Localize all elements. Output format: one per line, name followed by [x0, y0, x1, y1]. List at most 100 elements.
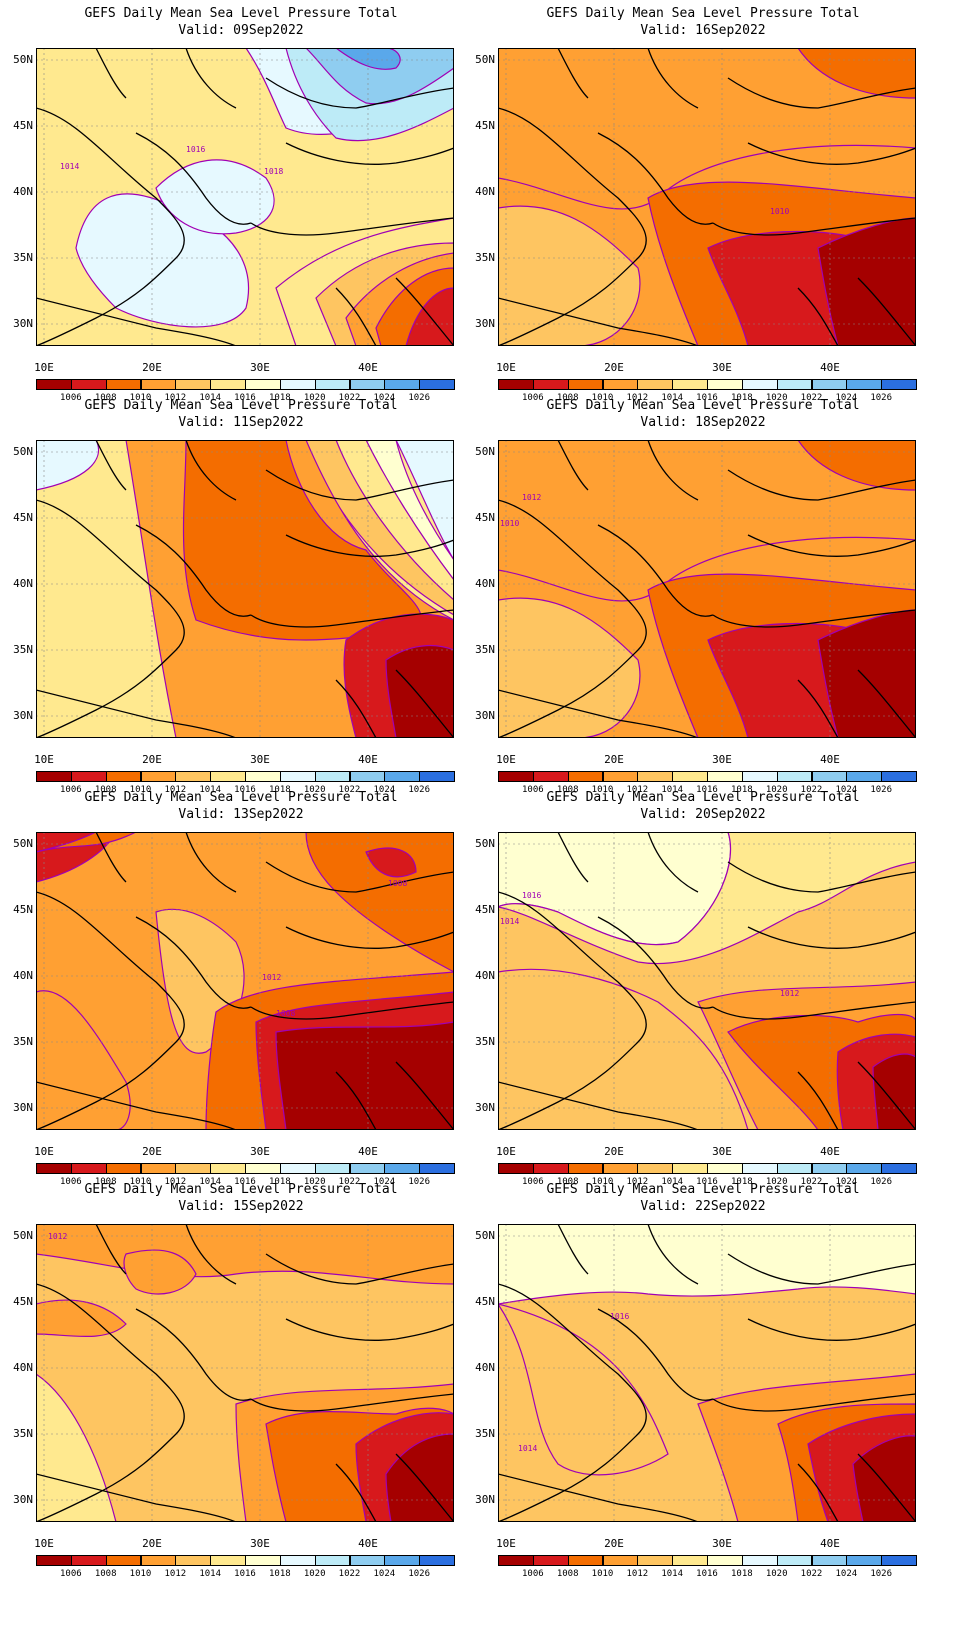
map-area: 1010: [498, 48, 936, 360]
colorbar-label: 1026: [408, 1569, 430, 1579]
longitude-label: 20E: [142, 361, 162, 374]
panel-valid-date: Valid: 22Sep2022: [640, 1199, 766, 1214]
colorbar-label: 1020: [303, 1177, 326, 1187]
coastline: [36, 1081, 237, 1130]
colorbar-swatch: [245, 1555, 281, 1566]
longitude-label: 10E: [34, 1145, 54, 1158]
coastline: [250, 1001, 454, 1020]
isobar-label: 1014: [60, 162, 79, 171]
colorbar-label: 1016: [696, 785, 718, 795]
latitude-label: 35N: [475, 1427, 495, 1440]
latitude-label: 35N: [13, 643, 33, 656]
colorbar-swatch: [245, 1163, 281, 1174]
longitude-label: 30E: [712, 361, 732, 374]
colorbar-swatch: [349, 1555, 386, 1566]
colorbar-swatch: [498, 1555, 534, 1566]
coastline: [498, 1081, 699, 1130]
isobar-label: 1010: [770, 207, 789, 216]
longitude-label: 40E: [820, 1537, 840, 1550]
coastline: [36, 1473, 237, 1522]
colorbar-label: 1010: [129, 1569, 152, 1579]
coastline: [597, 524, 714, 617]
colorbar-swatch: [532, 379, 569, 390]
colorbar: 1006 1008 1010 1012 1014 1016 1018 1020 1022 1024…: [498, 1555, 936, 1579]
colorbar-swatch: [314, 771, 351, 782]
colorbar-swatch: [175, 1555, 212, 1566]
colorbar-swatch: [245, 379, 281, 390]
colorbar-label: 1008: [556, 1569, 579, 1579]
colorbar-swatch: [384, 1555, 421, 1566]
colorbar-swatch: [105, 771, 142, 782]
map-panel: GEFS Daily Mean Sea Level Pressure Total…: [462, 392, 944, 802]
colorbar-swatch: [707, 1555, 743, 1566]
coastline: [285, 926, 454, 949]
panel-title: GEFS Daily Mean Sea Level Pressure Total: [84, 6, 398, 21]
colorbar-label: 1020: [765, 1569, 788, 1579]
colorbar-swatch: [210, 1163, 246, 1174]
colorbar-label: 1006: [521, 393, 544, 403]
longitude-label: 10E: [496, 361, 516, 374]
colorbar-label: 1014: [661, 1177, 683, 1187]
latitude-label: 40N: [13, 1361, 33, 1374]
colorbar-label: 1026: [870, 1177, 892, 1187]
colorbar-label: 1024: [835, 785, 858, 795]
longitude-label: 30E: [712, 1145, 732, 1158]
colorbar-swatch: [776, 771, 813, 782]
colorbar-swatch: [279, 1163, 316, 1174]
pressure-region: [498, 1303, 669, 1476]
colorbar-swatch: [776, 1163, 813, 1174]
longitude-label: 30E: [712, 1537, 732, 1550]
longitude-label: 40E: [358, 1537, 378, 1550]
colorbar-label: 1010: [591, 1177, 614, 1187]
colorbar-swatch: [672, 771, 708, 782]
colorbar-swatch: [384, 1163, 421, 1174]
colorbar-swatch: [672, 379, 708, 390]
colorbar-swatch: [707, 1163, 743, 1174]
latitude-label: 30N: [475, 1493, 495, 1506]
longitude-label: 20E: [604, 1145, 624, 1158]
colorbar-label: 1010: [129, 1177, 152, 1187]
colorbar-label: 1020: [303, 393, 326, 403]
isobar-label: 1012: [262, 973, 281, 982]
colorbar-label: 1010: [591, 785, 614, 795]
colorbar-label: 1014: [199, 1569, 221, 1579]
colorbar-label: 1012: [626, 1569, 649, 1579]
latitude-label: 30N: [13, 1101, 33, 1114]
colorbar-label: 1014: [199, 1177, 221, 1187]
coastline: [727, 861, 916, 893]
colorbar-label: 1016: [234, 1569, 256, 1579]
colorbar-label: 1024: [373, 393, 396, 403]
panel-valid-date: Valid: 09Sep2022: [178, 23, 304, 38]
pressure-region: [852, 1435, 916, 1522]
coastline: [36, 689, 237, 738]
isobar-label: 1008: [388, 879, 407, 888]
longitude-label: 10E: [34, 1537, 54, 1550]
map-area: 1016 1014: [498, 1224, 936, 1536]
colorbar-label: 1012: [626, 785, 649, 795]
map-area: 1012: [36, 1224, 474, 1536]
colorbar-swatch: [741, 379, 778, 390]
colorbar-swatch: [210, 1555, 246, 1566]
latitude-label: 35N: [13, 251, 33, 264]
colorbar-swatch: [567, 379, 604, 390]
colorbar-label: 1012: [626, 393, 649, 403]
pressure-map: 1012 1010: [498, 440, 916, 738]
colorbar-label: 1018: [730, 1569, 753, 1579]
colorbar-label: 1022: [800, 1569, 823, 1579]
map-area: 1008 1012 1008: [36, 832, 474, 1144]
coastline: [36, 1283, 185, 1522]
coastline: [647, 48, 699, 109]
coastline: [747, 926, 916, 949]
colorbar-swatch: [567, 1163, 604, 1174]
pressure-map: 1016 1014: [498, 1224, 916, 1522]
coastline: [265, 77, 454, 109]
longitude-label: 30E: [712, 753, 732, 766]
latitude-label: 45N: [475, 903, 495, 916]
coastline: [498, 891, 647, 1130]
colorbar-label: 1016: [234, 785, 256, 795]
coastline: [747, 142, 916, 165]
colorbar-swatch: [245, 771, 281, 782]
isobar-label: 1010: [500, 519, 519, 528]
latitude-label: 50N: [475, 53, 495, 66]
longitude-label: 20E: [142, 1537, 162, 1550]
